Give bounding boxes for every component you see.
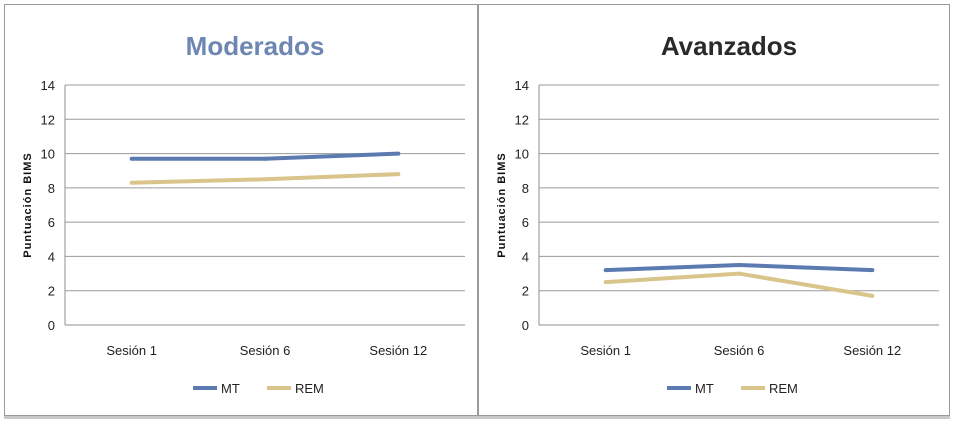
data-point-mt	[603, 268, 608, 273]
legend-label-rem: REM	[295, 381, 324, 396]
chart-panel-moderados: Moderados 0 2 4 6 8 10 12 14 Puntuación BIMS Sesió…	[4, 4, 478, 416]
chart-avanzados: Avanzados 0 2 4 6 8 10 12 14 Puntuación BIMS Sesió…	[496, 31, 939, 396]
y-tick-label: 12	[41, 112, 55, 127]
chart-title: Avanzados	[661, 31, 797, 61]
y-tick-label: 8	[48, 181, 55, 196]
y-tick-label: 8	[522, 181, 529, 196]
y-tick-label: 0	[522, 318, 529, 333]
data-point-mt	[129, 156, 134, 161]
y-tick-label: 14	[41, 78, 55, 93]
data-point-rem	[737, 271, 741, 276]
y-tick-label: 4	[48, 249, 55, 264]
series-line-rem	[605, 271, 873, 298]
y-tick-label: 2	[48, 284, 55, 299]
bottom-shadow	[4, 416, 950, 419]
y-tick-label: 4	[522, 249, 529, 264]
data-point-mt	[396, 151, 401, 156]
data-point-rem	[263, 177, 267, 182]
y-tick-label: 6	[522, 215, 529, 230]
x-tick-label: Sesión 12	[843, 343, 901, 358]
legend-label-mt: MT	[695, 381, 714, 396]
y-tick-label: 10	[41, 147, 55, 162]
data-point-rem	[129, 180, 134, 185]
data-point-mt	[263, 156, 267, 161]
x-tick-label: Sesión 6	[714, 343, 765, 358]
y-axis-label: Puntuación BIMS	[22, 152, 34, 257]
y-tick-label: 6	[48, 215, 55, 230]
data-point-rem	[603, 280, 608, 285]
y-tick-label: 14	[515, 78, 529, 93]
legend-label-mt: MT	[221, 381, 240, 396]
chart-title: Moderados	[186, 31, 325, 61]
chart-moderados: Moderados 0 2 4 6 8 10 12 14 Puntuación BIMS Sesió…	[22, 31, 465, 396]
y-tick-label: 12	[515, 112, 529, 127]
y-axis-label: Puntuación BIMS	[496, 152, 508, 257]
chart-panel-avanzados: Avanzados 0 2 4 6 8 10 12 14 Puntuación BIMS Sesió…	[478, 4, 950, 416]
data-point-rem	[396, 172, 401, 177]
data-point-mt	[737, 263, 741, 267]
x-tick-label: Sesión 12	[369, 343, 427, 358]
data-point-mt	[870, 268, 875, 273]
x-tick-label: Sesión 1	[580, 343, 631, 358]
data-point-rem	[870, 293, 875, 298]
x-tick-label: Sesión 6	[240, 343, 291, 358]
y-tick-label: 10	[515, 147, 529, 162]
legend-label-rem: REM	[769, 381, 798, 396]
x-tick-label: Sesión 1	[106, 343, 157, 358]
y-tick-label: 0	[48, 318, 55, 333]
y-tick-label: 2	[522, 284, 529, 299]
